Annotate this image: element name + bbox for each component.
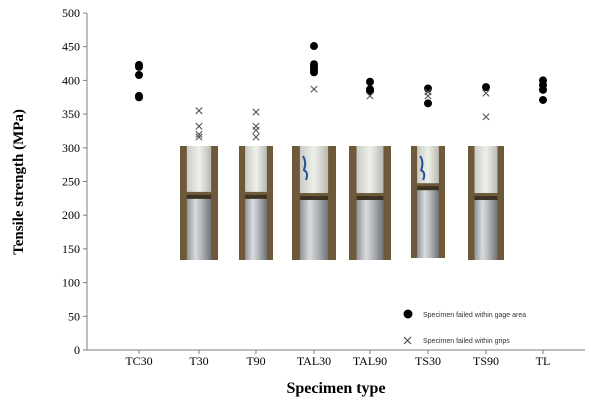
y-tick-label: 450 — [62, 40, 80, 54]
data-point-gage-area — [539, 85, 547, 94]
y-tick-label: 200 — [62, 208, 80, 222]
legend-marker-grips — [403, 336, 412, 345]
y-tick-label: 100 — [62, 276, 80, 290]
specimen-photos — [180, 146, 504, 260]
data-point-grips — [195, 133, 203, 141]
y-tick-label: 300 — [62, 141, 80, 155]
data-point-grips — [366, 92, 374, 100]
y-tick-label: 50 — [68, 309, 80, 323]
data-point-gage-area — [366, 87, 374, 96]
x-tick-label: TAL30 — [297, 354, 331, 368]
y-tick-label: 0 — [74, 343, 80, 357]
specimen-photo-ts90 — [468, 146, 504, 260]
y-tick-labels: 0 50 100 150 200 250 300 350 400 450 500 — [62, 6, 87, 357]
data-point-gage-area — [366, 77, 374, 86]
data-point-gage-area — [310, 42, 318, 51]
x-tick-labels: TC30 T30 T90 TAL30 TAL90 TS30 TS90 TL — [125, 350, 550, 368]
y-tick-label: 400 — [62, 73, 80, 87]
data-point-gage-area — [135, 93, 143, 102]
data-point-grips — [195, 107, 203, 115]
legend: Specimen failed within gage area Specime… — [403, 309, 526, 345]
x-tick-label: TS30 — [415, 354, 441, 368]
specimen-photo-tal30 — [292, 146, 336, 260]
legend-marker-gage — [403, 309, 413, 319]
specimen-photo-t90 — [239, 146, 273, 260]
y-tick-label: 250 — [62, 175, 80, 189]
y-tick-label: 500 — [62, 6, 80, 20]
data-point-grips — [482, 89, 490, 97]
legend-label-grips: Specimen failed within grips — [423, 338, 510, 345]
data-point-grips — [252, 108, 260, 116]
specimen-photo-t30 — [180, 146, 218, 260]
data-point-gage-area — [135, 62, 143, 71]
y-tick-label: 350 — [62, 107, 80, 121]
y-tick-label: 150 — [62, 242, 80, 256]
data-point-grips — [252, 133, 260, 141]
data-point-grips — [195, 122, 203, 130]
data-points — [135, 42, 547, 141]
x-tick-label: T90 — [246, 354, 265, 368]
data-point-gage-area — [424, 99, 432, 108]
x-tick-label: TAL90 — [353, 354, 387, 368]
data-point-gage-area — [482, 83, 490, 92]
specimen-photo-ts30 — [411, 146, 445, 258]
legend-label-gage: Specimen failed within gage area — [423, 312, 526, 319]
x-tick-label: TL — [536, 354, 551, 368]
data-point-gage-area — [135, 71, 143, 80]
data-point-gage-area — [539, 95, 547, 104]
data-point-grips — [252, 126, 260, 134]
data-point-grips — [310, 85, 318, 93]
y-axis-label: Tensile strength (MPa) — [11, 109, 27, 255]
x-axis-label: Specimen type — [286, 380, 385, 397]
x-tick-label: T30 — [189, 354, 208, 368]
specimen-photo-tal90 — [349, 146, 391, 260]
x-tick-label: TS90 — [473, 354, 499, 368]
data-point-grips — [482, 113, 490, 121]
data-point-grips — [424, 92, 432, 100]
data-point-grips — [195, 130, 203, 138]
x-tick-label: TC30 — [125, 354, 152, 368]
data-point-gage-area — [310, 68, 318, 77]
